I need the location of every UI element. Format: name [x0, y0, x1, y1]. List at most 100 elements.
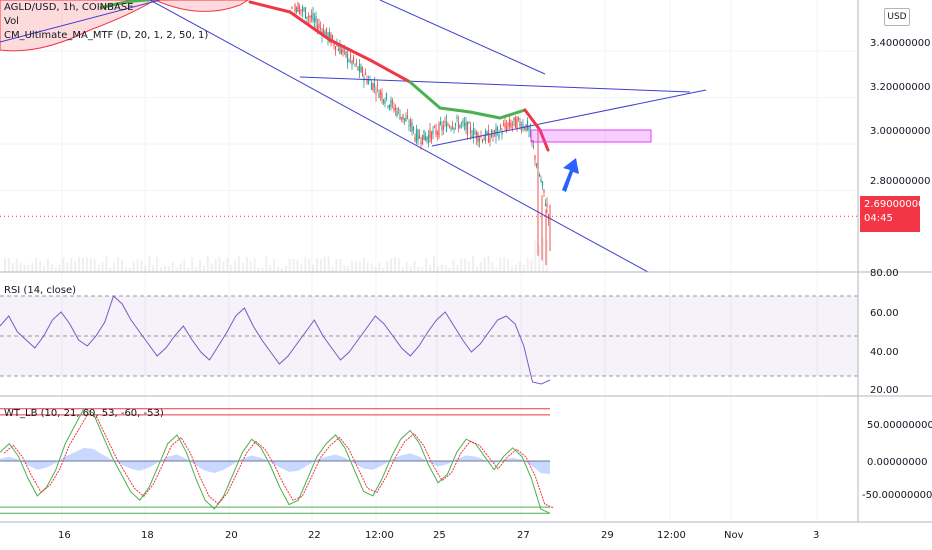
candle-body — [346, 53, 349, 63]
candle-body — [298, 6, 301, 14]
rsi-indicator-label[interactable]: RSI (14, close) — [4, 285, 77, 296]
volume-bar — [546, 240, 549, 272]
trendline — [379, 0, 546, 75]
volume-bar — [308, 259, 311, 272]
volume-bar — [491, 262, 494, 272]
candle-body — [528, 127, 530, 131]
price-panel[interactable] — [0, 0, 858, 273]
candle-body — [414, 136, 416, 141]
candle-body — [486, 131, 488, 135]
volume-bar — [397, 258, 400, 272]
volume-bar — [413, 260, 416, 272]
volume-bar — [132, 261, 135, 272]
candle-body — [438, 123, 440, 137]
candle-body — [442, 125, 445, 130]
candle-body — [493, 130, 496, 132]
candle-body — [340, 49, 343, 54]
axes — [0, 0, 932, 523]
candle-body — [418, 134, 421, 139]
candle-body — [309, 15, 311, 18]
volume-bar — [101, 261, 104, 272]
candle-body — [492, 135, 494, 137]
candle-body — [469, 126, 472, 134]
candle-body — [294, 4, 296, 11]
volume-label[interactable]: Vol — [4, 16, 19, 27]
candle-body — [454, 123, 457, 126]
candle-body — [544, 203, 547, 206]
volume-bar — [514, 265, 517, 272]
candle-body — [382, 99, 385, 103]
candle-body — [433, 126, 436, 128]
ma-indicator-label[interactable]: CM_Ultimate_MA_MTF (D, 20, 1, 2, 50, 1) — [4, 30, 209, 41]
candle-body — [384, 101, 386, 104]
candle-body — [307, 15, 310, 17]
candle-body — [502, 124, 505, 126]
volume-bar — [23, 265, 26, 272]
volume-bar — [277, 266, 279, 272]
volume-bar — [97, 265, 100, 272]
volume-bar — [534, 240, 537, 272]
volume-bar — [214, 259, 217, 272]
candle-body — [462, 120, 464, 123]
ma-segment — [538, 128, 550, 152]
volume-bar — [433, 256, 435, 272]
candle-body — [483, 138, 485, 141]
candle-body — [370, 83, 373, 90]
volume-bar — [156, 257, 159, 272]
volume-bar — [421, 267, 424, 272]
candle-body — [318, 23, 320, 28]
candle-body — [522, 123, 524, 129]
candle-body — [531, 140, 533, 142]
candle-body — [445, 121, 448, 132]
volume-bar — [265, 256, 268, 272]
volume-bar — [226, 257, 229, 272]
candle-body — [301, 7, 304, 12]
volume-bar — [511, 266, 513, 272]
candle-body — [394, 107, 397, 110]
candle-body — [399, 114, 401, 120]
wt-indicator-label[interactable]: WT_LB (10, 21, 60, 53, -60, -53) — [4, 408, 164, 419]
volume-bar — [526, 257, 529, 272]
volume-bar — [425, 258, 428, 272]
candle-body — [325, 27, 328, 34]
currency-button[interactable]: USD — [884, 8, 910, 26]
candle-body — [423, 130, 425, 140]
volume-bar — [253, 257, 256, 272]
candle-body — [532, 146, 535, 148]
candle-body — [324, 32, 326, 37]
volume-bar — [522, 264, 525, 272]
volume-bar — [362, 257, 365, 272]
ma-segment — [438, 106, 472, 114]
candle-body — [378, 93, 380, 98]
candle-body — [375, 92, 377, 95]
wavetrend-panel[interactable] — [0, 408, 555, 514]
time-tick: 20 — [225, 530, 238, 541]
candle-body — [513, 117, 515, 121]
drawing-red-arc — [154, 0, 249, 12]
candle-body — [415, 129, 418, 143]
volume-bar — [140, 260, 143, 272]
volume-bar — [378, 262, 381, 272]
candle-body — [403, 118, 406, 120]
ma-segment — [468, 110, 502, 120]
candle-body — [291, 6, 293, 9]
volume-bar — [152, 265, 155, 272]
volume-bar — [230, 264, 233, 272]
volume-bar — [58, 264, 61, 272]
candle-body — [352, 57, 355, 62]
rsi-panel[interactable] — [0, 295, 858, 385]
candle-body — [393, 107, 395, 111]
volume-bar — [46, 258, 49, 272]
candle-body — [505, 125, 508, 132]
candle-body — [400, 116, 403, 119]
candle-body — [405, 117, 407, 122]
symbol-title[interactable]: AGLD/USD, 1h, COINBASE — [4, 2, 134, 13]
ma-segment — [99, 0, 151, 10]
candle-body — [372, 82, 374, 91]
candle-body — [409, 120, 412, 127]
volume-bar — [436, 266, 439, 272]
volume-bar — [456, 264, 459, 272]
volume-bar — [475, 266, 478, 272]
candle-body — [300, 9, 302, 11]
